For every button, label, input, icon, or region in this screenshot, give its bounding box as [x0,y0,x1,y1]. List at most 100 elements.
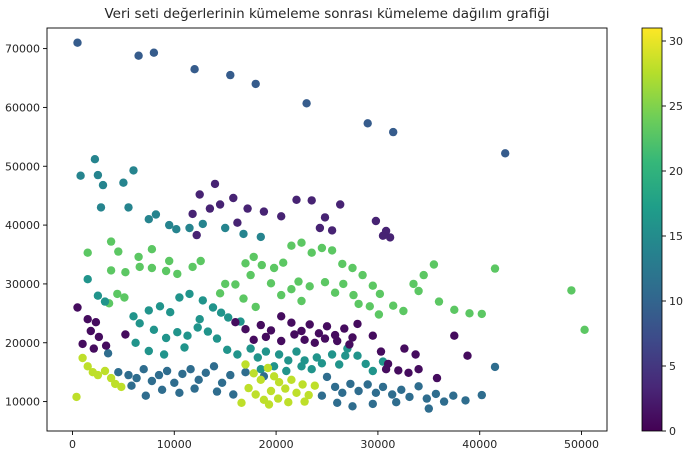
scatter-point [103,349,113,358]
scatter-point [287,241,296,250]
scatter-point [185,223,194,233]
scatter-point [389,127,398,137]
scatter-point [411,350,420,359]
scatter-point [229,390,238,399]
scatter-point [348,263,357,273]
scatter-point [261,332,271,342]
scatter-point [261,347,271,356]
scatter-point [244,383,253,393]
scatter-point [315,223,325,233]
scatter-point [221,223,230,233]
scatter-point [90,155,100,164]
scatter-point [256,375,265,384]
scatter-point [147,263,157,273]
scatter-point [106,373,116,383]
y-tick-label: 40000 [5,219,40,232]
scatter-point [317,243,327,253]
colorbar-tick-label: 10 [669,295,683,308]
scatter-point [124,203,133,212]
scatter-point [114,247,123,256]
scatter-point [162,366,172,376]
scatter-point [399,306,408,316]
scatter-point [124,370,133,380]
scatter-point [320,213,330,222]
scatter-point [106,266,116,275]
scatter-point [336,200,345,209]
scatter-point [419,270,428,280]
scatter-point [300,397,309,406]
scatter-point [310,381,319,390]
scatter-point [106,237,116,246]
scatter-point [277,336,286,346]
scatter-point [83,362,92,371]
scatter-point [368,331,377,340]
x-tick-label: 10000 [157,438,192,451]
scatter-point [429,260,439,269]
scatter-point [340,324,349,333]
scatter-point [389,301,398,310]
scatter-point [477,390,486,400]
scatter-point [86,326,96,336]
scatter-point [134,252,143,262]
scatter-point [155,302,165,311]
scatter-point [298,380,307,389]
scatter-point [249,369,258,378]
scatter-point [141,391,150,400]
scatter-point [185,289,194,299]
scatter-point [363,119,372,128]
scatter-point [175,293,184,302]
scatter-point [226,370,235,380]
x-tick-label: 30000 [360,438,395,451]
scatter-point [501,149,510,158]
scatter-point [212,387,222,396]
scatter-point [300,335,309,344]
scatter-point [307,196,316,205]
scatter-point [273,394,283,403]
scatter-point [567,286,576,295]
x-tick-label: 0 [69,438,76,451]
scatter-point [284,398,293,407]
scatter-point [76,171,85,180]
scatter-point [195,190,204,199]
scatter-point [73,38,82,47]
scatter-point [121,268,130,277]
scatter-point [297,326,306,336]
scatter-point [450,331,459,340]
scatter-point [93,291,103,300]
scatter-point [93,370,103,380]
scatter-point [175,388,184,397]
scatter-point [348,333,357,342]
scatter-point [221,279,230,289]
scatter-point [239,294,248,303]
scatter-point [294,277,303,286]
scatter-point [259,207,269,216]
scatter-point [246,344,255,353]
scatter-point [330,382,340,392]
scatter-point [277,212,286,221]
scatter-point [368,399,377,409]
scatter-point [101,341,111,350]
scatter-point [405,392,414,402]
scatter-point [100,366,110,376]
scatter-point [73,303,82,312]
scatter-point [96,203,106,212]
scatter-point [292,388,301,397]
scatter-point [251,390,260,399]
y-tick-label: 50000 [5,160,40,173]
scatter-point [290,330,299,339]
scatter-point [490,264,500,273]
scatter-point [297,296,306,306]
scatter-point [243,204,252,213]
scatter-point [190,65,199,74]
scatter-point [354,299,363,309]
scatter-point [193,323,202,332]
scatter-point [297,238,306,247]
scatter-point [120,293,129,302]
scatter-point [354,386,363,396]
colorbar-tick-label: 0 [669,425,676,438]
colorbar-tick-label: 5 [669,360,676,373]
scatter-point [274,350,284,359]
scatter-point [465,309,474,318]
scatter-point [83,315,92,324]
